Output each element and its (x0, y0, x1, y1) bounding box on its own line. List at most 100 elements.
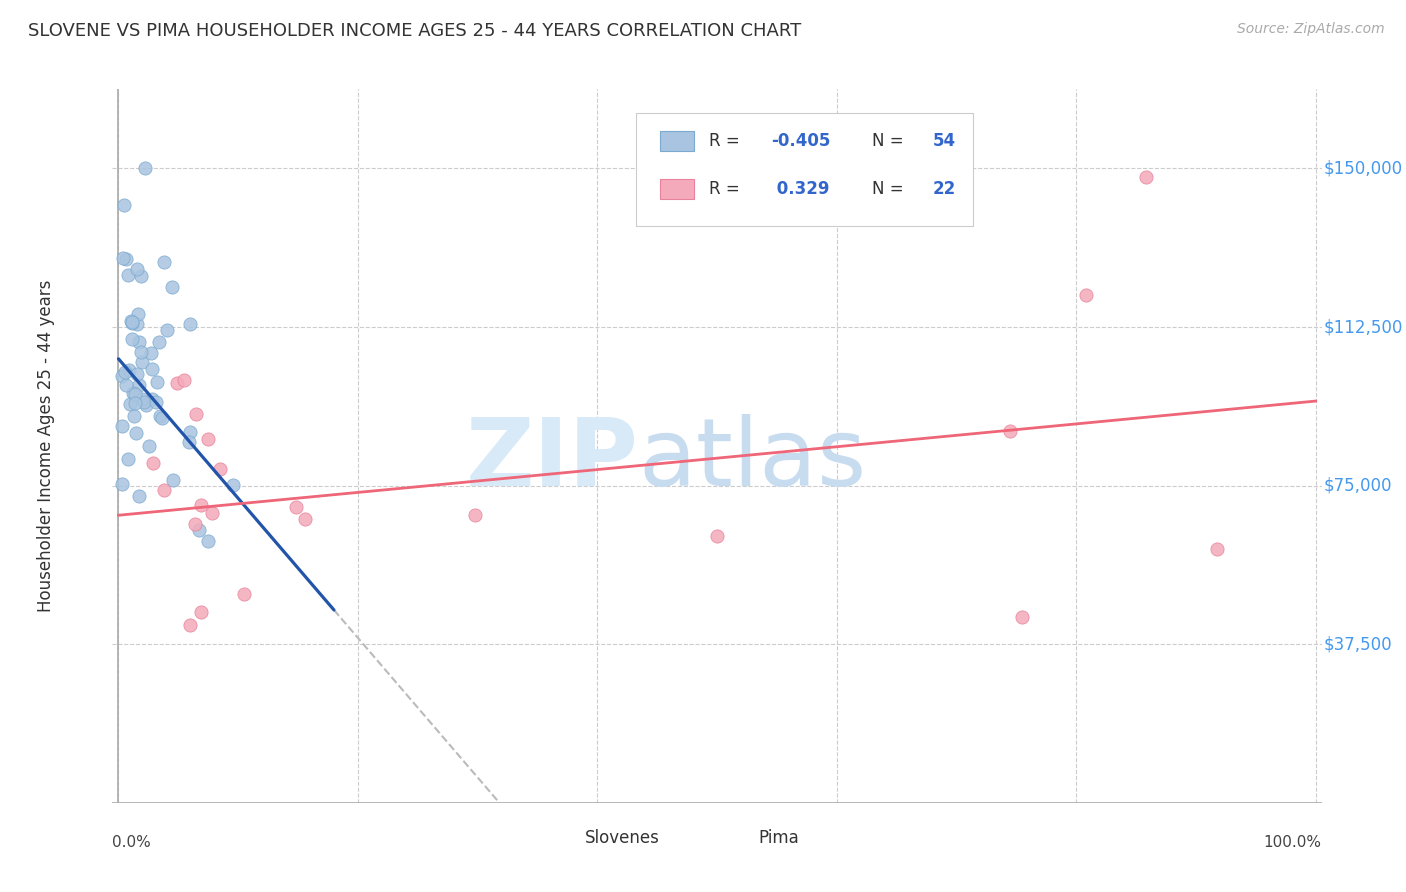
Point (114, 378, 136, 392)
Text: 0.0%: 0.0% (112, 835, 152, 850)
Text: 0.329: 0.329 (772, 180, 830, 198)
Point (162, 280, 184, 294)
Point (179, 434, 201, 449)
Point (1074, 288, 1097, 302)
Text: 100.0%: 100.0% (1264, 835, 1322, 850)
Point (179, 618, 201, 632)
Point (141, 361, 163, 376)
Point (166, 376, 188, 390)
Text: ZIP: ZIP (465, 414, 638, 507)
Text: Householder Income Ages 25 - 44 years: Householder Income Ages 25 - 44 years (37, 280, 55, 612)
Point (124, 386, 146, 401)
Point (117, 268, 139, 282)
Point (148, 334, 170, 349)
Point (179, 318, 201, 332)
Point (121, 332, 143, 346)
Point (141, 392, 163, 406)
Point (187, 523, 209, 537)
Point (184, 516, 207, 531)
Point (131, 355, 153, 369)
Point (284, 500, 307, 514)
Point (129, 268, 152, 283)
Point (179, 425, 201, 439)
Point (190, 498, 212, 512)
Point (117, 362, 139, 376)
Text: Source: ZipAtlas.com: Source: ZipAtlas.com (1237, 22, 1385, 37)
FancyBboxPatch shape (661, 131, 695, 152)
Point (232, 587, 254, 601)
Point (129, 345, 152, 359)
Point (117, 452, 139, 467)
Point (209, 461, 232, 475)
Point (153, 254, 176, 268)
Point (146, 375, 169, 389)
Point (464, 508, 486, 523)
Point (127, 317, 149, 331)
Point (156, 323, 179, 337)
Point (112, 198, 135, 212)
Point (139, 346, 162, 360)
Text: Slovenes: Slovenes (585, 830, 661, 847)
Point (111, 252, 134, 266)
Point (111, 476, 134, 491)
Text: N =: N = (872, 180, 908, 198)
Point (134, 161, 156, 176)
Point (124, 409, 146, 423)
FancyBboxPatch shape (541, 829, 574, 847)
Point (121, 316, 143, 330)
Point (121, 314, 143, 328)
Point (114, 365, 136, 379)
Point (201, 506, 224, 520)
Text: N =: N = (872, 132, 908, 150)
Point (128, 489, 150, 503)
Point (121, 315, 143, 329)
Point (111, 368, 134, 383)
Point (221, 477, 243, 491)
Point (142, 456, 165, 470)
FancyBboxPatch shape (714, 829, 747, 847)
Point (128, 334, 150, 349)
Point (150, 410, 173, 425)
Point (125, 262, 148, 277)
FancyBboxPatch shape (661, 179, 695, 199)
Point (131, 392, 153, 406)
Point (1000, 424, 1022, 438)
Point (706, 529, 728, 543)
Point (118, 397, 141, 411)
Point (125, 425, 148, 440)
Text: -0.405: -0.405 (772, 132, 831, 150)
Text: R =: R = (709, 132, 745, 150)
Point (294, 512, 316, 526)
Point (190, 605, 212, 619)
Point (135, 398, 157, 412)
Text: $37,500: $37,500 (1324, 635, 1393, 653)
Point (125, 367, 148, 381)
Point (111, 418, 134, 433)
Point (197, 534, 219, 549)
Point (197, 432, 219, 446)
Text: $150,000: $150,000 (1324, 160, 1403, 178)
Point (1206, 542, 1229, 557)
Point (127, 307, 149, 321)
Point (173, 373, 195, 387)
Text: 54: 54 (932, 132, 956, 150)
Point (153, 483, 176, 497)
Point (121, 386, 143, 401)
FancyBboxPatch shape (636, 112, 973, 227)
Text: $112,500: $112,500 (1324, 318, 1403, 336)
Text: Pima: Pima (758, 830, 799, 847)
Point (145, 395, 167, 409)
Point (1135, 169, 1157, 184)
Text: 22: 22 (932, 180, 956, 198)
Point (115, 252, 138, 266)
Point (132, 395, 155, 409)
Point (138, 439, 160, 453)
Text: $75,000: $75,000 (1324, 476, 1392, 495)
Point (128, 378, 150, 392)
Text: SLOVENE VS PIMA HOUSEHOLDER INCOME AGES 25 - 44 YEARS CORRELATION CHART: SLOVENE VS PIMA HOUSEHOLDER INCOME AGES … (28, 22, 801, 40)
Point (149, 409, 172, 423)
Point (186, 407, 208, 421)
Point (1011, 609, 1033, 624)
Text: R =: R = (709, 180, 745, 198)
Text: atlas: atlas (638, 414, 866, 507)
